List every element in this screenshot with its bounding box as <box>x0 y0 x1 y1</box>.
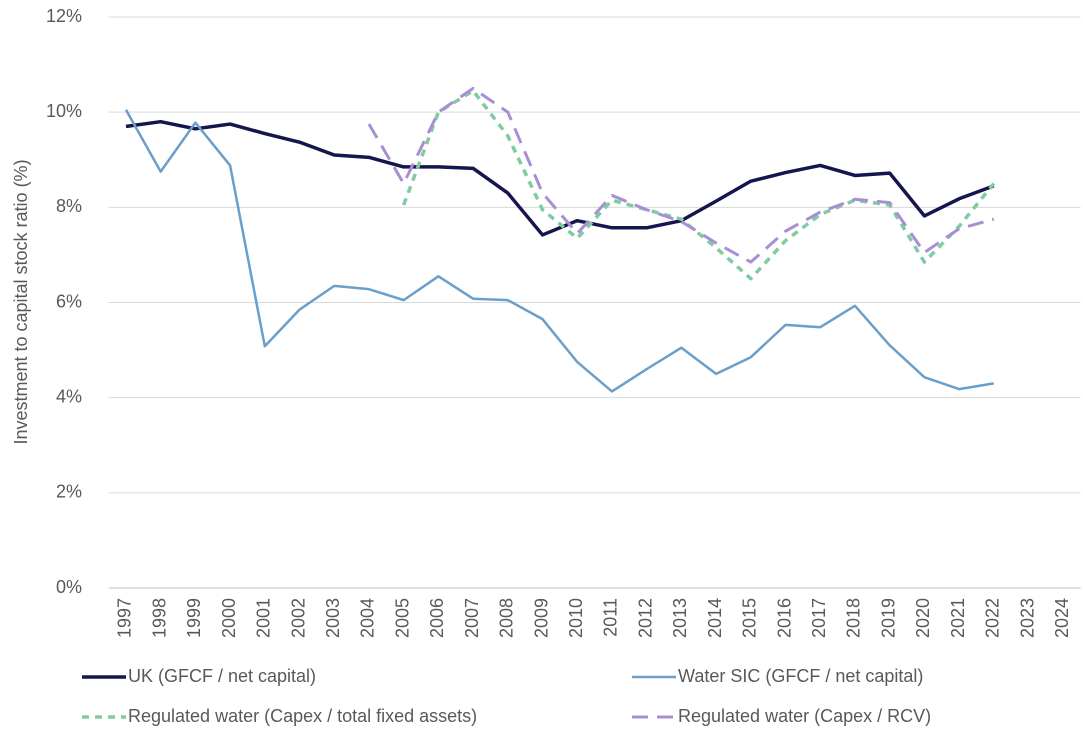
x-tick-label: 2021 <box>948 598 968 638</box>
x-tick-label: 2019 <box>878 598 898 638</box>
x-tick-label: 2022 <box>983 598 1003 638</box>
y-tick-label: 10% <box>46 101 82 121</box>
x-tick-label: 2012 <box>635 598 655 638</box>
x-tick-label: 2007 <box>462 598 482 638</box>
series-line <box>367 86 995 264</box>
x-tick-label: 2016 <box>774 598 794 638</box>
y-tick-label: 4% <box>56 386 82 406</box>
x-tick-label: 2005 <box>392 598 412 638</box>
x-tick-label: 2024 <box>1052 598 1072 638</box>
y-tick-label: 12% <box>46 6 82 26</box>
legend-label: Water SIC (GFCF / net capital) <box>678 666 923 686</box>
y-tick-label: 0% <box>56 577 82 597</box>
x-tick-label: 2018 <box>844 598 864 638</box>
x-tick-label: 2013 <box>670 598 690 638</box>
x-tick-label: 2001 <box>254 598 274 638</box>
x-tick-label: 2008 <box>497 598 517 638</box>
legend-label: Regulated water (Capex / total fixed ass… <box>128 706 477 726</box>
x-tick-label: 2010 <box>566 598 586 638</box>
x-tick-label: 2006 <box>427 598 447 638</box>
y-tick-label: 2% <box>56 482 82 502</box>
x-tick-label: 2003 <box>323 598 343 638</box>
x-tick-label: 1998 <box>149 598 169 638</box>
y-tick-label: 6% <box>56 291 82 311</box>
x-tick-label: 1999 <box>184 598 204 638</box>
legend-label: UK (GFCF / net capital) <box>128 666 316 686</box>
x-tick-label: 2011 <box>601 598 621 637</box>
y-axis-label: Investment to capital stock ratio (%) <box>11 159 31 444</box>
x-tick-label: 1997 <box>115 598 135 638</box>
series-line <box>124 109 995 393</box>
x-tick-label: 2009 <box>531 598 551 638</box>
series-line <box>402 89 996 281</box>
x-tick-label: 2015 <box>740 598 760 638</box>
x-tick-label: 2023 <box>1017 598 1037 638</box>
y-tick-label: 8% <box>56 196 82 216</box>
x-tick-label: 2000 <box>219 598 239 638</box>
series-line <box>125 119 995 237</box>
x-tick-label: 2004 <box>358 598 378 638</box>
x-tick-label: 2014 <box>705 598 725 638</box>
x-tick-label: 2017 <box>809 598 829 638</box>
x-tick-label: 2020 <box>913 598 933 638</box>
legend-label: Regulated water (Capex / RCV) <box>678 706 931 726</box>
x-tick-label: 2002 <box>288 598 308 638</box>
